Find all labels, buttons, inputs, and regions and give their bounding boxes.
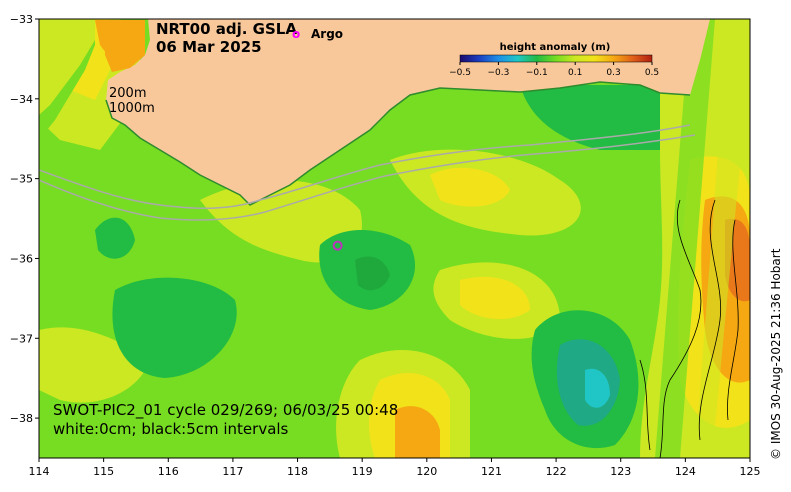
x-tick-label: 120 [416,465,437,478]
colorbar: height anomaly (m) −0.5 −0.3 −0.1 0.1 0.3 0.5 [449,42,659,78]
x-tick-label: 123 [610,465,631,478]
x-tick-label: 117 [222,465,243,478]
y-axis: −33 −34 −35 −36 −37 −38 [10,13,39,425]
x-tick-label: 116 [158,465,179,478]
colorbar-gradient [459,54,653,63]
colorbar-title: height anomaly (m) [500,42,611,53]
colorbar-tick-label: 0.5 [645,68,659,78]
colorbar-tick-label: 0.3 [606,68,620,78]
x-tick-label: 121 [481,465,502,478]
x-tick-label: 122 [546,465,567,478]
colorbar-tick-label: 0.1 [568,68,582,78]
y-tick-label: −38 [10,412,33,425]
isobath-200m [39,124,691,209]
map-title-line2: 06 Mar 2025 [156,38,262,56]
x-tick-label: 118 [287,465,308,478]
isobath-label-200m: 200m [109,86,146,101]
colorbar-tick-label: −0.1 [526,68,548,78]
x-axis: 114 115 116 117 118 119 120 121 122 123 124 125 [29,458,761,478]
y-tick-label: −36 [10,252,33,265]
y-tick-label: −34 [10,93,33,106]
x-tick-label: 114 [29,465,50,478]
swot-note-line2: white:0cm; black:5cm intervals [53,420,289,438]
sea-level-field [39,19,750,458]
x-tick-label: 119 [352,465,373,478]
x-tick-label: 115 [93,465,114,478]
imos-credit: © IMOS 30-Aug-2025 21:36 Hobart [769,248,783,460]
land-mass [39,19,750,205]
x-tick-label: 124 [675,465,696,478]
colorbar-tick-label: −0.5 [449,68,471,78]
argo-legend-label: Argo [311,27,343,41]
argo-legend-symbol: o [292,27,300,41]
isobath-label-1000m: 1000m [109,101,155,116]
x-tick-label: 125 [740,465,761,478]
y-tick-label: −37 [10,332,33,345]
y-tick-label: −35 [10,173,33,186]
swot-note-line1: SWOT-PIC2_01 cycle 029/269; 06/03/25 00:… [53,401,398,420]
plot-frame [38,18,751,459]
y-tick-label: −33 [10,13,33,26]
isobath-1000m [39,134,696,221]
colorbar-tick-label: −0.3 [487,68,509,78]
argo-float-marker [332,240,343,251]
map-title-line1: NRT00 adj. GSLA [156,20,297,38]
